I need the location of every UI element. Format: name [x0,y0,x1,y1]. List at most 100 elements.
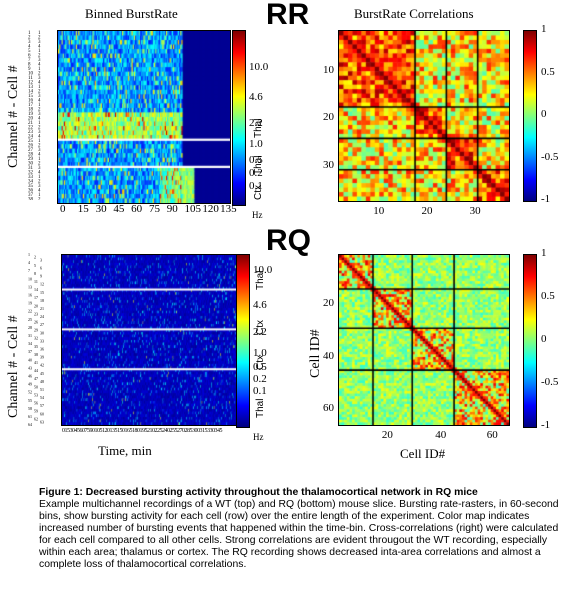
cbticks-top-tick: 10.0 [249,61,269,74]
channel-label: 29 [34,328,38,333]
cell-label: 4 [38,135,41,140]
cbticks-bottom-tick: 0.1 [253,384,267,397]
channel-label: 24 [28,135,34,140]
corr-top-heatmap [339,31,509,201]
channel-label: 15 [28,94,34,99]
channel-label: 51 [40,387,44,392]
cell-label: 2 [38,54,41,59]
cell-label: 2 [38,180,41,185]
raster-top-xtick: 90 [166,203,178,215]
cell-label: 2 [38,90,41,95]
channel-label: 25 [28,139,34,144]
cbticks-bottom-tick: 4.6 [253,298,267,311]
channel-label: 10 [28,72,34,77]
cell-label: 1 [38,103,41,108]
channel-label: 11 [34,279,38,284]
raster-top-channel-labels: 1 12 23 34 45 16 27 38 49 110 211 312 413 114 215 316 41… [28,31,41,201]
cell-label: 3 [38,184,41,189]
channel-label: 50 [34,384,38,389]
cell-label: 1 [38,157,41,162]
channel-label: 56 [34,401,38,406]
corr-top [338,30,510,202]
raster-top-xtick: 60 [131,203,143,215]
channel-label: 55 [28,398,32,403]
channel-label: 33 [28,175,34,180]
cxticks-bottom-tick: 40 [435,429,447,441]
cell-label: 2 [38,36,41,41]
raster-top-xtick: 30 [95,203,107,215]
channel-label: 2 [34,255,36,260]
channel-label: 25 [28,317,32,322]
cell-label: 2 [38,72,41,77]
channel-label: 38 [28,198,34,201]
cell-label: 1 [38,193,41,198]
raster-top-xtick: 45 [113,203,125,215]
channel-label: 18 [40,298,44,303]
channel-label: 22 [28,309,32,314]
raster-bottom-heatmap [62,255,236,425]
channel-label: 4 [28,45,31,50]
channel-label: 37 [28,193,34,198]
raster-bottom-colorbar-unit: Hz [253,432,264,442]
cbticks-bottom-tick: 2.2 [253,326,267,339]
cell-label: 4 [38,63,41,68]
cell-label: 2 [38,162,41,167]
cell-label: 4 [38,45,41,50]
region-label-top-1: Thal [253,118,264,138]
channel-label: 14 [28,90,34,95]
channel-label: 30 [28,162,34,167]
channel-label: 26 [34,320,38,325]
raster-bottom-xticks: 0153045607590105120135150165180195210225… [62,428,223,434]
region-label-top-3: Ctx [253,185,264,200]
cell-label: 4 [38,153,41,158]
cell-label: 3 [38,40,41,45]
ccbticks-top-tick: -1 [541,193,551,205]
channel-label: 44 [34,368,38,373]
channel-label: 42 [40,363,44,368]
channel-label: 31 [28,333,32,338]
channel-label: 10 [28,276,32,281]
channel-label: 1 [28,252,30,257]
ccbticks-top-tick: 0 [541,108,547,120]
raster-top-xticks: 0 15 30 45 60 75 90 105 120 135 [57,203,237,217]
raster-top-colorbar [232,30,246,206]
cxticks-top-tick: 10 [373,205,385,217]
raster-bottom-ylabel: Channel # - Cell # [6,315,21,418]
cbticks-bottom-tick: 0.2 [253,372,267,385]
cxticks-bottom-tick: 60 [486,429,498,441]
cell-label: 4 [38,99,41,104]
channel-label: 27 [40,322,44,327]
channel-label: 13 [28,85,34,90]
cell-label: 3 [38,76,41,81]
cyticks-top-tick: 10 [323,63,334,76]
channel-label: 62 [34,417,38,422]
cbticks-top-tick: 1.0 [249,137,263,150]
cell-label: 3 [38,130,41,135]
cyticks-bottom-tick: 40 [323,350,334,363]
channel-label: 5 [34,263,36,268]
channel-label: 1 [28,31,31,36]
cell-label: 3 [38,166,41,171]
cell-label: 3 [38,58,41,63]
cbticks-top-tick: 4.6 [249,90,263,103]
raster-top-colorbar-ticks: 10.0 4.6 2.2 1.0 0.5 0.2 0.1 [247,30,277,210]
channel-label: 18 [28,108,34,113]
cxticks-top-tick: 30 [469,205,481,217]
channel-label: 64 [28,422,32,426]
ccbticks-bottom-tick: 1 [541,247,547,259]
channel-label: 6 [28,54,31,59]
corr-bottom-xticks: 20 40 60 [338,429,510,443]
channel-label: 47 [34,376,38,381]
cbticks-top-tick: 0.2 [249,167,263,180]
channel-label: 27 [28,148,34,153]
channel-label: 23 [34,311,38,316]
ccbticks-top-tick: 1 [541,23,547,35]
raster-top-xtick: 135 [220,203,237,215]
cell-label: 1 [38,175,41,180]
caption-title: Figure 1: Decreased bursting activity th… [39,487,478,498]
region-label-top-2: Thal [253,155,264,175]
channel-label: 2 [28,36,31,41]
channel-label: 38 [34,352,38,357]
channel-label: 17 [28,103,34,108]
cell-label: 2 [38,108,41,113]
